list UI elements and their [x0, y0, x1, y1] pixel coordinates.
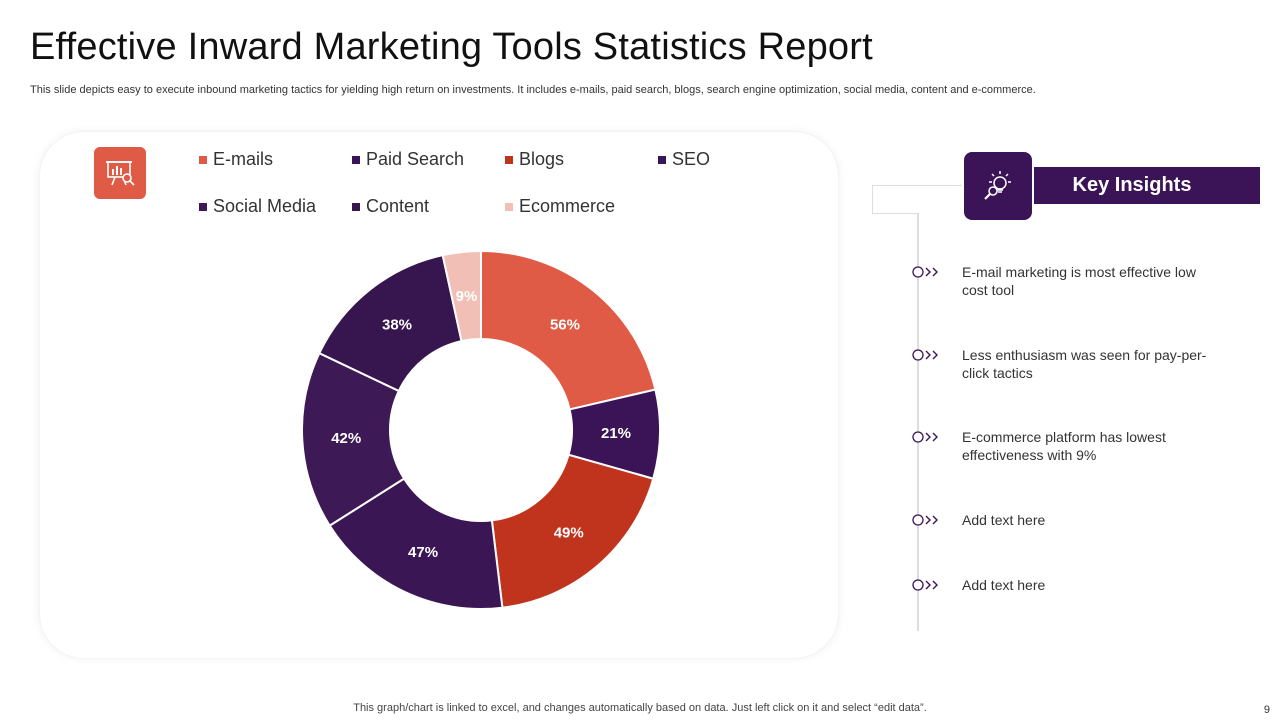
slice-e-mails[interactable] [480, 249, 657, 411]
connector-line [872, 213, 918, 214]
legend-swatch [199, 202, 207, 211]
timeline-line [917, 213, 919, 631]
page-subtitle: This slide depicts easy to execute inbou… [30, 84, 1036, 96]
legend-label: Social Media [213, 196, 317, 216]
data-label-ecommerce: 9% [456, 288, 478, 305]
insight-text: Less enthusiasm was seen for pay-per-cli… [962, 347, 1207, 381]
insight-text: Add text here [962, 577, 1046, 593]
footer-note: This graph/chart is linked to excel, and… [0, 702, 1280, 714]
lightbulb-search-icon [964, 152, 1032, 220]
circle-chevrons-icon [912, 514, 938, 526]
data-label-blogs: 49% [554, 525, 584, 542]
data-label-e-mails: 56% [550, 316, 580, 333]
legend-label: Blogs [519, 149, 565, 169]
data-label-social-media: 42% [331, 430, 361, 447]
legend-label: Paid Search [366, 149, 465, 169]
legend-label: Content [366, 196, 430, 216]
legend-label: SEO [672, 149, 711, 169]
insight-text: E-mail marketing is most effective low c… [962, 264, 1196, 298]
legend-label: E-mails [213, 149, 274, 169]
slice-blogs[interactable] [490, 453, 655, 609]
legend-swatch [352, 202, 360, 211]
legend-swatch [505, 155, 513, 164]
legend-item-content: Content [352, 196, 429, 217]
slice-seo[interactable] [328, 477, 504, 610]
data-label-content: 38% [382, 316, 412, 333]
page-number: 9 [1263, 704, 1270, 716]
circle-chevrons-icon [912, 266, 938, 278]
circle-chevrons-icon [912, 431, 938, 443]
insight-text: E-commerce platform has lowest effective… [962, 429, 1166, 463]
slice-ecommerce[interactable] [441, 249, 482, 343]
legend-item-ecommerce: Ecommerce [505, 196, 615, 217]
insight-text: Add text here [962, 512, 1046, 528]
legend-item-social-media: Social Media [199, 196, 316, 217]
key-insights-label: Key Insights [1072, 174, 1192, 196]
slice-social-media[interactable] [301, 351, 406, 528]
footer-text: This graph/chart is linked to excel, and… [353, 702, 927, 714]
legend-item-paid-search: Paid Search [352, 149, 464, 170]
presentation-chart-icon [94, 147, 146, 199]
connector-line [872, 185, 873, 214]
data-label-paid-search: 21% [601, 425, 631, 442]
key-insights-heading: Key Insights [1032, 167, 1260, 204]
legend-item-seo: SEO [658, 149, 710, 170]
data-label-seo: 47% [408, 544, 438, 561]
legend-swatch [505, 202, 513, 211]
circle-chevrons-icon [912, 349, 938, 361]
connector-line [872, 185, 964, 186]
legend-label: Ecommerce [519, 196, 616, 216]
circle-chevrons-icon [912, 579, 938, 591]
legend-item-emails: E-mails [199, 149, 273, 170]
legend-swatch [658, 155, 666, 164]
page-title: Effective Inward Marketing Tools Statist… [30, 26, 873, 68]
legend-swatch [199, 155, 207, 164]
legend-swatch [352, 155, 360, 164]
legend-item-blogs: Blogs [505, 149, 564, 170]
